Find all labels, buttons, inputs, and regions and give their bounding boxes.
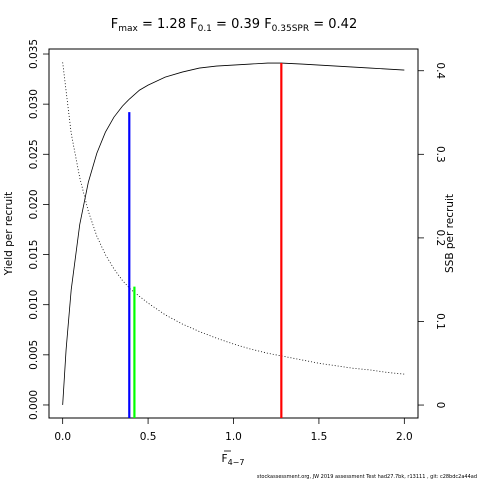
- y-left-tick-label: 0.000: [28, 390, 40, 420]
- y-axis-right: 0 0.1 0.2 0.3 0.4: [418, 62, 446, 408]
- x-tick-label: 2.0: [396, 431, 413, 443]
- y-right-tick-label: 0: [434, 402, 446, 409]
- reference-lines-layer: [128, 63, 283, 418]
- y-left-tick-label: 0.025: [28, 139, 40, 169]
- y-axis-left: 0.000 0.005 0.010 0.015 0.020 0.025 0.030 0.035: [28, 39, 49, 420]
- title-f01-value: 0.39: [231, 17, 260, 32]
- chart-title: Fmax = 1.28 F0.1 = 0.39 F0.35SPR = 0.42: [111, 17, 357, 34]
- y-right-tick-label: 0.1: [434, 313, 446, 330]
- x-tick-label: 1.0: [225, 431, 242, 443]
- y-left-tick-label: 0.015: [28, 240, 40, 270]
- y-left-tick-label: 0.005: [28, 340, 40, 370]
- x-tick-label: 1.5: [311, 431, 328, 443]
- y-left-tick-label: 0.035: [28, 39, 40, 69]
- y-left-tick-label: 0.030: [28, 89, 40, 119]
- footer-note: stockassessment.org, JW 2019 assessment …: [257, 474, 477, 480]
- title-fspr-sub: 0.35SPR: [272, 24, 309, 34]
- y-right-tick-label: 0.4: [434, 62, 446, 79]
- title-f01-label: F: [190, 17, 197, 32]
- title-fspr-value: 0.42: [328, 17, 357, 32]
- series-layer: [62, 62, 405, 405]
- title-fmax-label: F: [111, 17, 118, 32]
- y-right-tick-label: 0.3: [434, 146, 446, 163]
- x-tick-label: 0.0: [54, 431, 71, 443]
- y-left-tick-label: 0.010: [28, 290, 40, 320]
- title-fmax-sub: max: [118, 24, 138, 34]
- plot-frame: [48, 48, 419, 419]
- y-axis-right-label: SSB per recruit: [444, 194, 456, 273]
- title-fspr-label: F: [264, 17, 271, 32]
- x-tick-label: 0.5: [140, 431, 157, 443]
- title-f01-sub: 0.1: [198, 24, 212, 34]
- x-axis: 0.0 0.5 1.0 1.5 2.0: [54, 418, 413, 443]
- title-fmax-value: 1.28: [157, 17, 186, 32]
- y-right-tick-label: 0.2: [434, 230, 446, 247]
- x-axis-label-main: F: [222, 453, 228, 465]
- y-axis-left-label: Yield per recruit: [3, 192, 15, 276]
- x-axis-label: F4−7: [222, 453, 245, 467]
- yield-per-recruit-line: [62, 62, 405, 405]
- y-left-tick-label: 0.020: [28, 189, 40, 219]
- x-axis-label-sub: 4−7: [228, 458, 245, 467]
- ssb-per-recruit-line: [62, 62, 405, 375]
